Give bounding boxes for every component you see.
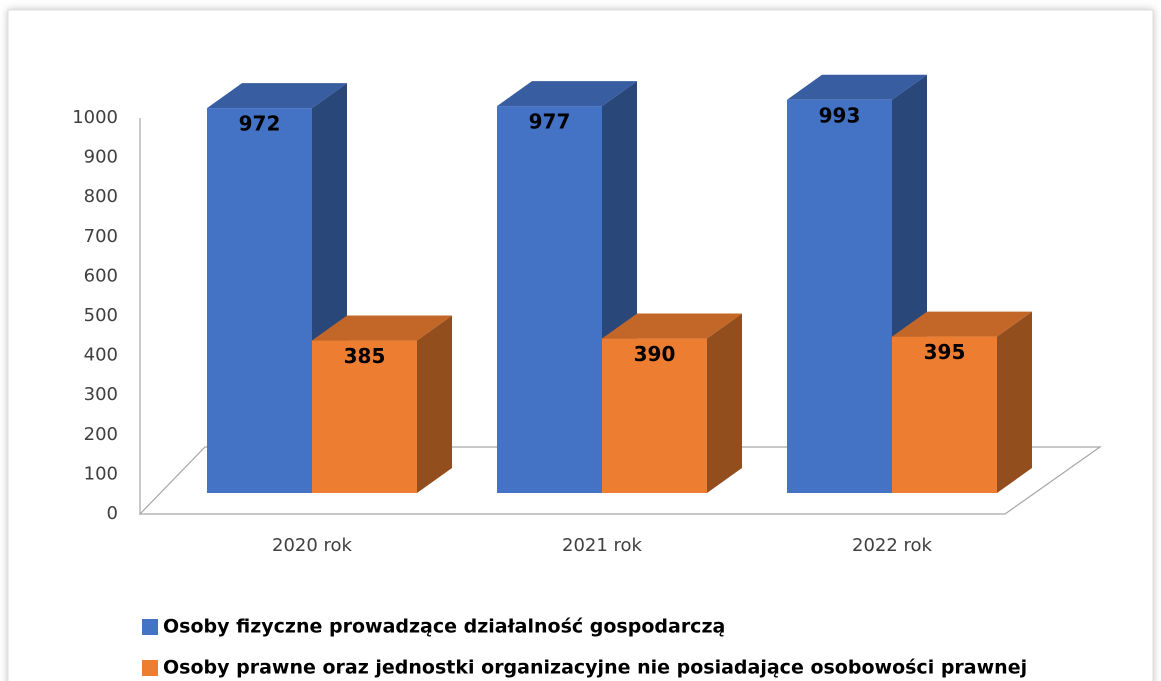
y-tick-label: 200 <box>84 424 118 445</box>
bar <box>787 99 892 493</box>
legend-swatch <box>142 619 158 635</box>
value-label: 390 <box>634 342 676 366</box>
bar <box>207 108 312 493</box>
y-tick-label: 400 <box>84 345 118 366</box>
x-tick-label: 2020 rok <box>272 535 353 556</box>
y-tick-label: 600 <box>84 265 118 286</box>
y-tick-label: 300 <box>84 384 118 405</box>
legend-swatch <box>142 660 158 676</box>
value-label: 977 <box>529 110 571 134</box>
x-tick-label: 2021 rok <box>562 535 643 556</box>
bar-top <box>892 311 1032 337</box>
bar-top <box>312 315 452 341</box>
y-tick-label: 0 <box>107 503 118 524</box>
bar-side <box>417 315 452 493</box>
bar <box>497 106 602 493</box>
bar-side <box>997 311 1032 493</box>
bar <box>312 340 417 493</box>
value-label: 993 <box>819 103 861 127</box>
y-tick-label: 500 <box>84 305 118 326</box>
y-tick-label: 700 <box>84 226 118 247</box>
bar <box>892 336 997 493</box>
bar-top <box>602 313 742 339</box>
bar-top <box>207 83 347 109</box>
value-label: 972 <box>239 112 281 136</box>
x-tick-label: 2022 rok <box>852 535 933 556</box>
value-label: 395 <box>924 340 966 364</box>
floor <box>138 446 1102 515</box>
y-tick-label: 900 <box>84 147 118 168</box>
bar-top <box>787 74 927 100</box>
bar <box>602 338 707 493</box>
bar-side <box>707 313 742 493</box>
bar-top <box>497 81 637 107</box>
value-label: 385 <box>344 344 386 368</box>
y-tick-label: 800 <box>84 186 118 207</box>
legend-label: Osoby prawne oraz jednostki organizacyjn… <box>163 657 1027 679</box>
y-tick-label: 1000 <box>72 107 118 128</box>
y-tick-label: 100 <box>84 463 118 484</box>
legend-label: Osoby fizyczne prowadzące działalność go… <box>163 616 725 638</box>
